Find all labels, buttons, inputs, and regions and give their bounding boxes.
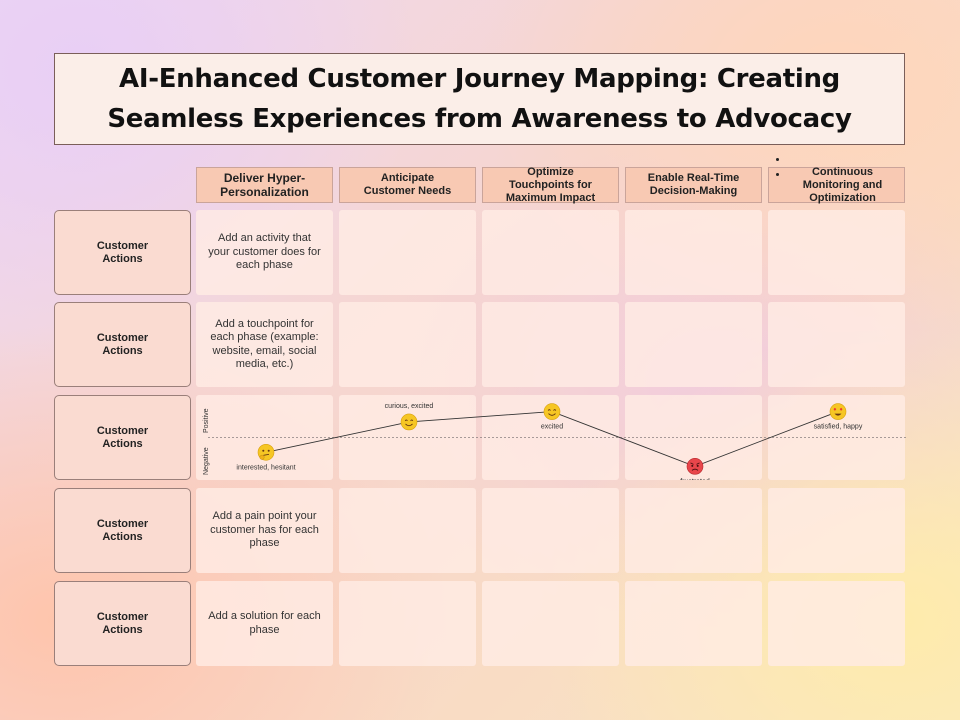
smiling-face-icon [400, 413, 418, 431]
title-line-2: Seamless Experiences from Awareness to A… [107, 104, 852, 134]
emotion-label: satisfied, happy [814, 424, 863, 431]
smiling-face-icon [543, 403, 561, 420]
row-label-solutions: Customer Actions [54, 581, 191, 666]
phase-header-line: Deliver Hyper- [223, 171, 306, 185]
phase-header-line: Touchpoints for [509, 178, 592, 191]
title-line-1: AI-Enhanced Customer Journey Mapping: Cr… [119, 64, 840, 94]
page-title: AI-Enhanced Customer Journey Mapping: Cr… [54, 53, 905, 145]
phase-header-line: Maximum Impact [505, 191, 596, 204]
emotion-label: excited [541, 424, 563, 431]
bullet-dot [776, 158, 779, 161]
phase-header-optimize-touchpoints[interactable]: Optimize Touchpoints for Maximum Impact [482, 165, 619, 204]
heart-eyes-face-icon [829, 403, 847, 420]
emotion-graph: Positive Negative interested, hesitant cu… [203, 403, 906, 480]
row-label-text: Customer Actions [96, 424, 149, 450]
cell-text: Add a pain point your customer has for e… [210, 510, 319, 550]
phase-header-line: Anticipate [380, 172, 435, 184]
journey-cell[interactable] [768, 302, 905, 387]
journey-cell[interactable] [482, 302, 619, 387]
axis-positive-label: Positive [203, 408, 210, 433]
journey-cell[interactable] [482, 581, 619, 666]
phase-header-continuous-monitoring[interactable]: Continuous Monitoring and Optimization [768, 165, 905, 204]
emotion-points: interested, hesitant curious, excited exci… [236, 403, 862, 480]
journey-cell[interactable] [768, 581, 905, 666]
cell-text: Add an activity that your customer does … [208, 232, 321, 272]
emotion-label: interested, hesitant [236, 464, 295, 471]
phase-header-line: Customer Needs [363, 185, 452, 197]
row-label-activities: Customer Actions [54, 210, 191, 295]
cell-text: Add a solution for each phase [208, 610, 321, 636]
journey-cell[interactable]: Add an activity that your customer does … [196, 210, 333, 295]
journey-cell[interactable] [482, 210, 619, 295]
phase-header-real-time-decisions[interactable]: Enable Real-Time Decision-Making [625, 167, 762, 203]
journey-cell[interactable] [625, 302, 762, 387]
journey-cell[interactable] [482, 488, 619, 573]
cell-text: Add a touchpoint for each phase (example… [210, 317, 319, 371]
row-label-touchpoints: Customer Actions [54, 302, 191, 387]
phase-header-line: Personalization [220, 185, 309, 199]
row-label-text: Customer Actions [96, 239, 149, 265]
journey-cell[interactable]: Add a pain point your customer has for e… [196, 488, 333, 573]
emotion-label: curious, excited [385, 403, 434, 410]
journey-cell[interactable] [625, 488, 762, 573]
row-label-text: Customer Actions [96, 610, 149, 636]
phase-header-line: Enable Real-Time [647, 172, 740, 184]
journey-cell[interactable]: Add a touchpoint for each phase (example… [196, 302, 333, 387]
thinking-face-icon [257, 443, 275, 461]
emotion-label: frustrated [680, 478, 710, 480]
row-label-emotions: Customer Actions [54, 395, 191, 480]
phase-header-hyper-personalization[interactable]: Deliver Hyper- Personalization [196, 167, 333, 203]
bullet-dot [776, 173, 779, 176]
phase-header-line: Optimize [527, 165, 574, 178]
journey-cell[interactable] [625, 210, 762, 295]
journey-cell[interactable] [339, 488, 476, 573]
journey-cell[interactable] [768, 488, 905, 573]
axis-negative-label: Negative [203, 447, 210, 475]
phase-header-anticipate-needs[interactable]: Anticipate Customer Needs [339, 167, 476, 203]
phase-header-line: Decision-Making [649, 185, 738, 197]
angry-face-icon [686, 458, 704, 475]
journey-cell[interactable] [339, 210, 476, 295]
journey-cell[interactable]: Add a solution for each phase [196, 581, 333, 666]
journey-cell[interactable] [625, 581, 762, 666]
journey-cell[interactable] [339, 302, 476, 387]
journey-cell[interactable] [339, 581, 476, 666]
phase-header-line: Monitoring and [802, 178, 883, 191]
phase-header-line: Optimization [809, 191, 876, 204]
row-label-pain-points: Customer Actions [54, 488, 191, 573]
phase-header-line: Continuous [811, 165, 874, 178]
row-label-text: Customer Actions [96, 331, 149, 357]
row-label-text: Customer Actions [96, 517, 149, 543]
journey-cell[interactable] [768, 210, 905, 295]
